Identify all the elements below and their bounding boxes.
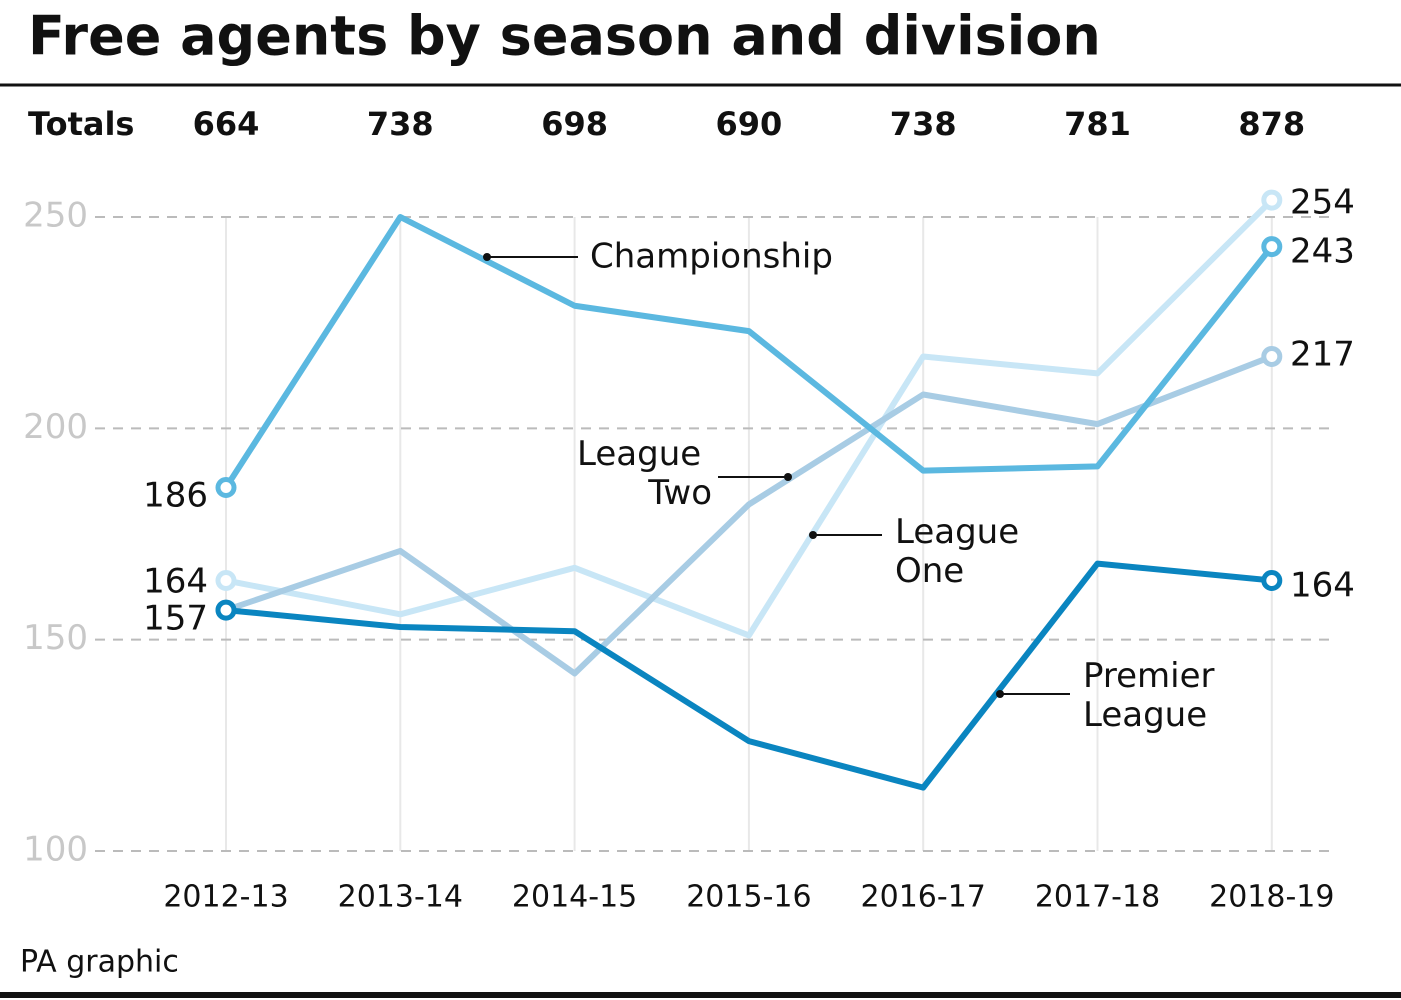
y-tick-label: 150	[23, 618, 88, 658]
value-label: 254	[1290, 183, 1355, 223]
value-label: 164	[1290, 566, 1355, 606]
total-value: 738	[367, 105, 434, 143]
leader-dot	[809, 531, 817, 539]
x-tick-label: 2015-16	[686, 880, 811, 915]
series-line	[223, 214, 1275, 490]
y-tick-label: 200	[23, 407, 88, 447]
total-value: 738	[890, 105, 957, 143]
legend-label: League One	[895, 512, 1030, 591]
x-tick-label: 2017-18	[1035, 880, 1160, 915]
legend-label: Premier League	[1083, 656, 1225, 735]
value-label: 243	[1290, 232, 1355, 272]
leader-dot	[483, 253, 491, 261]
end-marker	[1261, 236, 1283, 258]
series-line	[225, 197, 1274, 639]
y-tick-label: 250	[23, 196, 88, 236]
end-marker	[215, 599, 237, 621]
end-marker	[215, 477, 237, 499]
value-label: 157	[143, 599, 208, 639]
end-marker	[1261, 189, 1283, 211]
x-tick-label: 2016-17	[861, 880, 986, 915]
value-label: 186	[143, 476, 208, 516]
chart-title: Free agents by season and division	[28, 5, 1101, 68]
leader-dot	[784, 473, 792, 481]
x-tick-label: 2014-15	[512, 880, 637, 915]
y-tick-label: 100	[23, 830, 88, 870]
end-marker	[1261, 569, 1283, 591]
legend-label: Championship	[590, 237, 833, 277]
total-value: 878	[1238, 105, 1305, 143]
value-label: 217	[1290, 335, 1355, 375]
end-marker	[215, 569, 237, 591]
legend-label: League Two	[577, 434, 712, 513]
x-tick-label: 2013-14	[338, 880, 463, 915]
source: PA graphic	[20, 945, 179, 980]
total-value: 690	[716, 105, 783, 143]
end-marker	[1261, 345, 1283, 367]
value-label: 164	[143, 562, 208, 602]
series-line	[225, 353, 1273, 677]
x-tick-label: 2018-19	[1209, 880, 1334, 915]
series-line	[225, 560, 1273, 791]
leader-dot	[996, 690, 1004, 698]
total-value: 781	[1064, 105, 1131, 143]
total-value: 698	[541, 105, 608, 143]
x-tick-label: 2012-13	[163, 880, 288, 915]
totals-label: Totals	[28, 105, 134, 143]
total-value: 664	[193, 105, 260, 143]
